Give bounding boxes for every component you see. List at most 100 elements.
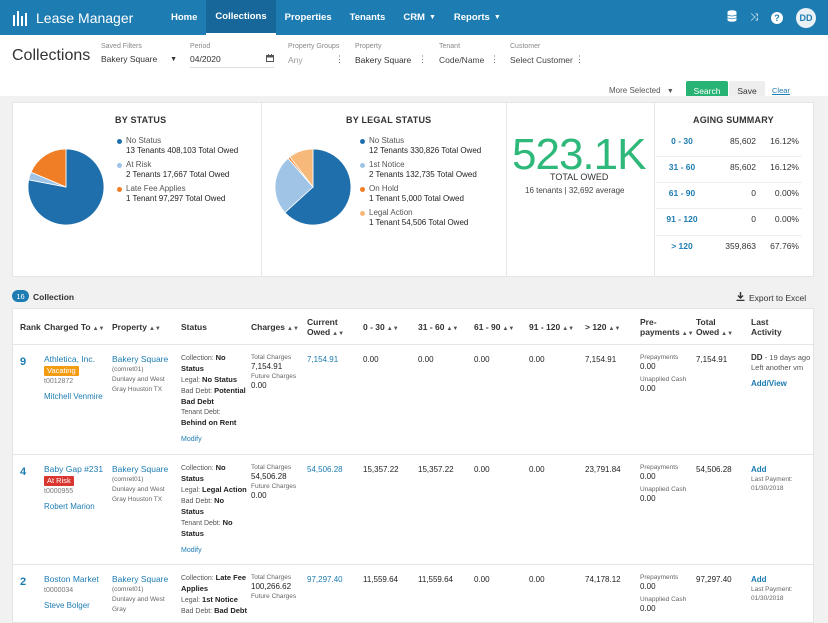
pie-slice-legal-action[interactable] <box>289 148 314 189</box>
property-field[interactable]: Property Bakery Square ⋮ <box>355 43 427 68</box>
property-link[interactable]: Bakery Square <box>112 464 169 474</box>
chevron-down-icon: ▼ <box>170 55 177 63</box>
future-charges: 0.00 <box>251 491 267 500</box>
contact-link[interactable]: Robert Marion <box>44 502 95 511</box>
contact-link[interactable]: Steve Bolger <box>44 601 90 610</box>
col-charged-to[interactable]: Charged To ▲▼ <box>44 322 104 334</box>
last-payment: Last Payment: 01/30/2018 <box>751 476 793 492</box>
bad-debt-status: Bad Debt <box>214 606 247 615</box>
period-field[interactable]: Period 04/2020 <box>190 43 274 68</box>
export-excel-button[interactable]: Export to Excel <box>736 292 806 303</box>
aging-range-link[interactable]: > 120 <box>671 240 693 251</box>
col-status[interactable]: Status <box>181 322 207 332</box>
shuffle-icon[interactable]: ⤨ <box>750 12 758 23</box>
database-icon[interactable] <box>727 10 737 25</box>
aging-range-link[interactable]: 91 - 120 <box>666 213 698 224</box>
charges-cell: Total Charges 54,506.28 Future Charges 0.00 <box>251 463 307 501</box>
property-link[interactable]: Bakery Square <box>112 574 169 584</box>
col-property[interactable]: Property ▲▼ <box>112 322 161 334</box>
current-owed-link[interactable]: 97,297.40 <box>307 575 343 584</box>
nav-collections[interactable]: Collections <box>206 0 276 35</box>
aging-91-120: 0.00 <box>529 465 545 474</box>
add-link[interactable]: Add <box>751 465 767 474</box>
nav-tenants[interactable]: Tenants <box>349 12 386 23</box>
nav-home[interactable]: Home <box>171 12 198 23</box>
col-current-owed[interactable]: Current Owed ▲▼ <box>307 317 351 339</box>
pie-slice-no-status[interactable] <box>284 148 352 226</box>
property-cell: Bakery Square (comret01) Dunlavy and Wes… <box>112 574 174 615</box>
col-last-activity[interactable]: Last Activity <box>751 317 801 337</box>
legend-item: 1st Notice 2 Tenants 132,735 Total Owed <box>360 160 481 180</box>
property-value: Bakery Square <box>355 54 412 65</box>
sort-icon: ▲▼ <box>446 326 459 332</box>
col-31-60-label: 31 - 60 <box>418 322 445 332</box>
col-rank[interactable]: Rank <box>20 322 41 332</box>
tenant-field[interactable]: Tenant Code/Name ⋮ <box>439 43 499 68</box>
tenant-name-link[interactable]: Baby Gap #231 <box>44 464 104 474</box>
tenant-name-link[interactable]: Athletica, Inc. <box>44 354 96 364</box>
last-activity-cell: DD - 19 days ago Left another vm Add/Vie… <box>751 353 813 389</box>
sort-icon: ▲▼ <box>92 326 105 332</box>
modify-link[interactable]: Modify <box>181 547 202 554</box>
customer-input[interactable]: Select Customer <box>510 54 573 65</box>
current-owed-link[interactable]: 54,506.28 <box>307 465 343 474</box>
add-link[interactable]: Add <box>751 575 767 584</box>
aging-0-30: 0.00 <box>363 355 379 364</box>
total-owed-value: 523.1K <box>512 130 646 179</box>
aging-amount: 359,863 <box>725 240 756 251</box>
pie-slice-1st-notice[interactable] <box>274 157 314 214</box>
rank-value: 4 <box>20 466 27 478</box>
app-logo[interactable]: Lease Manager <box>12 10 162 26</box>
calendar-icon[interactable] <box>266 54 274 64</box>
col-61-90[interactable]: 61 - 90 ▲▼ <box>474 322 514 334</box>
col-31-60[interactable]: 31 - 60 ▲▼ <box>418 322 458 334</box>
col-total-owed[interactable]: Total Owed ▲▼ <box>696 317 736 339</box>
aging-row: 0 - 30 85,602 16.12% <box>656 131 802 151</box>
by-legal-legend: No Status 12 Tenants 330,826 Total Owed 1… <box>360 136 481 232</box>
property-groups-field[interactable]: Property Groups Any ⋮ <box>288 43 344 68</box>
legend-item: On Hold 1 Tenant 5,000 Total Owed <box>360 184 481 204</box>
col-0-30[interactable]: 0 - 30 ▲▼ <box>363 322 399 334</box>
aging-0-30: 15,357.22 <box>363 465 399 474</box>
saved-filters-field[interactable]: Saved Filters Bakery Square ▼ <box>101 43 177 67</box>
clear-link[interactable]: Clear <box>772 86 790 95</box>
sort-icon: ▲▼ <box>287 326 299 332</box>
col-over-120[interactable]: > 120 ▲▼ <box>585 322 620 334</box>
tenant-name-link[interactable]: Boston Market <box>44 574 99 584</box>
add-view-link[interactable]: Add/View <box>751 379 787 388</box>
legend-dot <box>117 162 122 168</box>
more-selected-label: More Selected <box>609 86 661 95</box>
total-owed: 97,297.40 <box>696 575 732 584</box>
aging-range-link[interactable]: 61 - 90 <box>668 187 696 198</box>
col-91-120[interactable]: 91 - 120 ▲▼ <box>529 322 574 334</box>
aging-range-link[interactable]: 31 - 60 <box>668 161 696 172</box>
pie-slice-late-fee-applies[interactable] <box>30 148 67 188</box>
status-badge: At Risk <box>44 476 74 486</box>
contact-link[interactable]: Mitchell Venmire <box>44 392 103 401</box>
legend-value: 12 Tenants 330,826 Total Owed <box>369 146 482 155</box>
customer-field[interactable]: Customer Select Customer ⋮ <box>510 43 584 68</box>
aging-range-link[interactable]: 0 - 30 <box>671 136 693 146</box>
property-address: Dunlavy and West Gray <box>112 596 165 613</box>
charges-cell: Total Charges 7,154.91 Future Charges 0.00 <box>251 353 307 391</box>
col-charges[interactable]: Charges ▲▼ <box>251 322 299 334</box>
avatar[interactable]: DD <box>796 7 816 28</box>
legend-label: 1st Notice <box>369 160 405 169</box>
aging-percent: 67.76% <box>770 240 799 251</box>
nav-crm[interactable]: CRM ▼ <box>394 0 445 35</box>
aging-over-120: 74,178.12 <box>585 575 621 584</box>
status-badge: Vacating <box>44 366 79 376</box>
aging-amount: 0 <box>751 213 756 224</box>
col-prepayments[interactable]: Pre- payments ▲▼ <box>640 317 694 339</box>
nav-reports[interactable]: Reports ▼ <box>445 0 510 35</box>
help-icon[interactable]: ? <box>771 11 783 24</box>
current-owed-link[interactable]: 7,154.91 <box>307 355 339 364</box>
status-cell: Collection: No Status Legal: Legal Actio… <box>181 463 247 554</box>
property-link[interactable]: Bakery Square <box>112 354 169 364</box>
legend-item: No Status 13 Tenants 408,103 Total Owed <box>117 136 238 156</box>
more-selected-dropdown[interactable]: More Selected ▼ <box>609 86 674 95</box>
tenant-input[interactable]: Code/Name <box>439 54 485 65</box>
collection-status: No Status <box>181 353 226 373</box>
modify-link[interactable]: Modify <box>181 436 202 443</box>
nav-properties[interactable]: Properties <box>284 12 332 23</box>
